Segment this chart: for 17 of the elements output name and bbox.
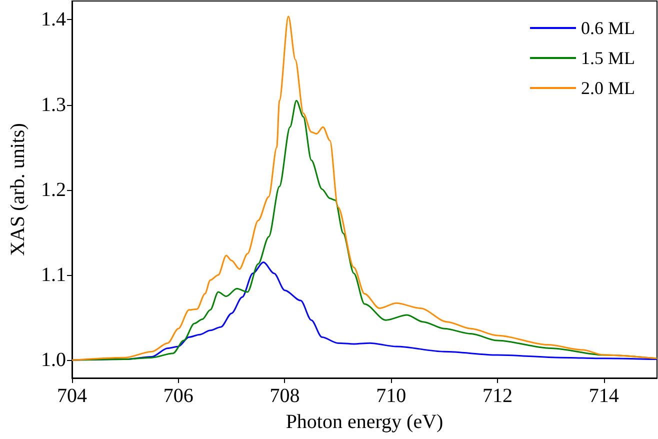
y-tick-label: 1.1 [41, 264, 66, 286]
x-tick-label: 704 [57, 385, 87, 407]
y-tick-label: 1.3 [41, 94, 66, 116]
legend-label: 1.5 ML [581, 48, 635, 68]
x-tick-label: 708 [270, 385, 300, 407]
y-tick-label: 1.0 [41, 349, 66, 372]
y-tick-label: 1.2 [41, 178, 66, 201]
x-tick-label: 710 [376, 385, 406, 407]
line-series [71, 16, 658, 361]
x-axis-title: Photon energy (eV) [286, 411, 444, 433]
y-axis-title: XAS (arb. units) [7, 123, 29, 256]
x-tick-label: 712 [482, 385, 512, 407]
y-tick-label: 1.4 [41, 8, 66, 31]
legend-label: 2.0 ML [581, 78, 635, 98]
legend-label: 0.6 ML [581, 18, 635, 38]
x-tick-label: 714 [588, 385, 619, 407]
x-tick-label: 706 [163, 385, 194, 407]
